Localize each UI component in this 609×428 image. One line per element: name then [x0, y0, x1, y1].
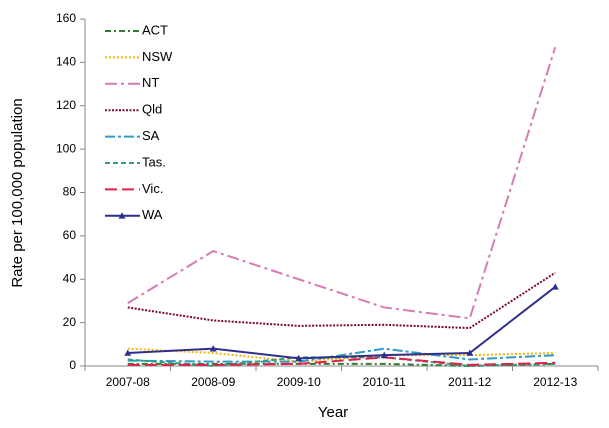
x-tick-label: 2009-10 [277, 375, 321, 389]
legend-label: WA [142, 207, 163, 222]
point-marker [295, 354, 303, 362]
x-tick-label: 2011-12 [448, 375, 491, 389]
series-line [127, 271, 556, 330]
point-marker [124, 349, 132, 356]
point-marker [466, 349, 474, 356]
y-tick-label: 120 [56, 98, 76, 112]
point-marker [551, 283, 559, 290]
series-line [127, 46, 557, 320]
series-line [127, 347, 556, 363]
legend-label: Tas. [142, 154, 166, 169]
y-tick-label: 0 [69, 358, 76, 372]
series-line [127, 286, 556, 360]
x-axis-title: Year [318, 404, 348, 421]
legend-marker [118, 212, 126, 219]
legend-label: NT [142, 75, 159, 90]
series-line [127, 347, 556, 363]
x-tick-label: 2007-08 [106, 375, 150, 389]
legend-label: Vic. [142, 181, 163, 196]
legend-label: Qld [142, 102, 162, 117]
y-tick-label: 20 [63, 315, 77, 329]
legend-label: ACT [142, 22, 168, 37]
y-tick-label: 40 [63, 271, 77, 285]
legend-label: NSW [142, 49, 173, 64]
x-tick-label: 2010-11 [363, 375, 406, 389]
series-line [127, 362, 556, 368]
x-tick-label: 2012-13 [533, 375, 577, 389]
series-line [127, 356, 556, 366]
point-marker [209, 345, 217, 352]
y-tick-label: 160 [56, 11, 76, 25]
legend-label: SA [142, 128, 160, 143]
y-axis-title: Rate per 100,000 population [9, 98, 26, 287]
point-marker [380, 351, 388, 358]
x-tick-label: 2008-09 [191, 375, 235, 389]
y-tick-label: 100 [56, 141, 76, 155]
y-tick-label: 80 [63, 185, 77, 199]
y-tick-label: 60 [63, 228, 77, 242]
y-tick-label: 140 [56, 55, 76, 69]
